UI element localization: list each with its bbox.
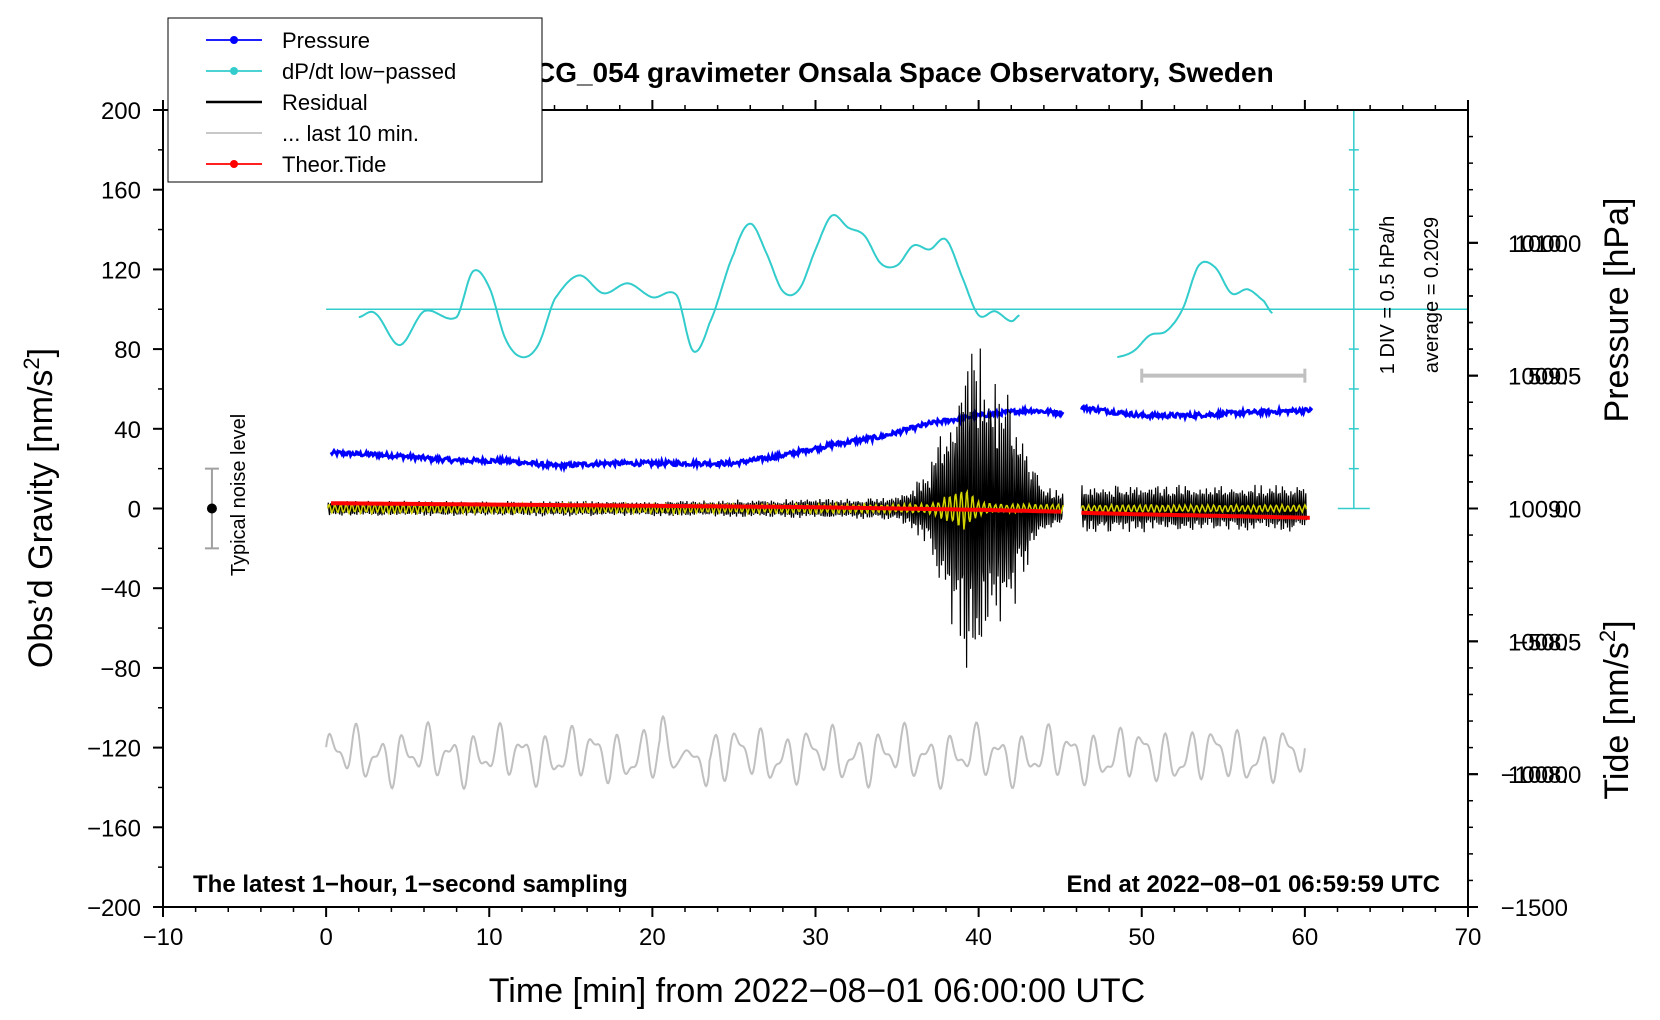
- y-tick-label: 0: [128, 497, 141, 524]
- tide-line-segment-2: [1081, 510, 1310, 520]
- y-tick-label: 200: [101, 98, 141, 125]
- legend-box: [167, 17, 543, 183]
- x-tick-label: 50: [1128, 924, 1155, 951]
- x-tick-label: 70: [1455, 924, 1482, 951]
- y-tick-label: −40: [100, 576, 141, 603]
- y-axis-label-pressure: Pressure [hPa]: [1598, 198, 1636, 423]
- legend-items: Pressure dP/dt low−passed Residual ... last…: [206, 28, 456, 177]
- residual-lowpass-line: [327, 488, 1065, 530]
- legend-swatch-marker: [230, 36, 238, 44]
- noise-level-point: [206, 503, 217, 514]
- pressure-tick-label: 1009.0: [1508, 497, 1581, 524]
- y-axis-label-left: Obs’d Gravity [nm/s2]: [19, 348, 60, 668]
- x-tick-label: 20: [639, 924, 666, 951]
- y-tick-label: −200: [87, 895, 141, 922]
- dpdt-scale-average-label: average = 0.2029: [1421, 217, 1443, 373]
- x-axis-label: Time [min] from 2022−08−01 06:00:00 UTC: [489, 972, 1145, 1010]
- y-tick-label: −160: [87, 815, 141, 842]
- y-tick-label: 120: [101, 257, 141, 284]
- legend-label: Theor.Tide: [282, 152, 386, 177]
- annotation-sampling: The latest 1−hour, 1−second sampling: [193, 871, 628, 898]
- legend-label: dP/dt low−passed: [282, 59, 456, 84]
- last-10-min-line: [325, 714, 1306, 791]
- tide-tick-label: 500: [1528, 364, 1568, 391]
- y-tick-label: −80: [100, 656, 141, 683]
- legend-label: Residual: [282, 90, 368, 115]
- legend-label: ... last 10 min.: [282, 121, 419, 146]
- dpdt-scale-div-label: 1 DIV = 0.5 hPa/h: [1377, 216, 1399, 374]
- pressure-tick-label: 1008.5: [1508, 629, 1581, 656]
- noise-level-marker: [204, 467, 219, 550]
- pressure-line-segment-2: [1080, 403, 1314, 423]
- tide-axis-ticks: 1000 500 0 −500 −1000 −1500: [1468, 231, 1568, 922]
- legend-label: Pressure: [282, 28, 370, 53]
- tide-tick-label: 1000: [1515, 231, 1568, 258]
- pressure-line-segment-1: [329, 403, 1065, 474]
- pressure-tick-label: 1010.0: [1508, 231, 1581, 258]
- tide-label-superscript: 2: [1595, 630, 1620, 642]
- tide-line-segment-1: [330, 501, 1062, 514]
- legend-swatch-marker: [230, 160, 238, 168]
- pressure-tick-label: 1009.5: [1508, 364, 1581, 391]
- dpdt-line-segment-1: [358, 213, 1020, 359]
- x-tick-label: 30: [802, 924, 829, 951]
- tide-tick-label: −1500: [1501, 895, 1568, 922]
- tide-tick-label: −1000: [1501, 762, 1568, 789]
- tide-tick-label: 0: [1555, 497, 1568, 524]
- x-tick-label: 60: [1292, 924, 1319, 951]
- residual-line-segment-2: [1080, 484, 1307, 533]
- noise-level-label: Typical noise level: [228, 414, 250, 576]
- y-axis-label-tide: Tide [nm/s2]: [1595, 620, 1636, 799]
- dpdt-line-segment-2: [1117, 260, 1273, 359]
- x-tick-label: −10: [143, 924, 184, 951]
- x-tick-label: 0: [319, 924, 332, 951]
- residual-lowpass-line-2: [1080, 502, 1308, 515]
- x-tick-label: 40: [965, 924, 992, 951]
- legend: Pressure dP/dt low−passed Residual ... last…: [167, 17, 543, 183]
- y-tick-label: −120: [87, 736, 141, 763]
- series-layer: [325, 213, 1314, 791]
- pressure-tick-label: 1008.0: [1508, 762, 1581, 789]
- x-tick-label: 10: [476, 924, 503, 951]
- y-axis-ticks: 200 160 120 80 40 0 −40 −80 −120 −160 −200: [87, 98, 163, 922]
- annotation-end-time: End at 2022−08−01 06:59:59 UTC: [1066, 871, 1440, 898]
- plot-frame: [162, 109, 1469, 908]
- legend-swatch-marker: [230, 67, 238, 75]
- y-tick-label: 160: [101, 178, 141, 205]
- y-tick-label: 80: [114, 337, 141, 364]
- y-tick-label: 40: [114, 417, 141, 444]
- tide-tick-label: −500: [1514, 629, 1568, 656]
- y-axis-label-superscript: 2: [19, 357, 44, 369]
- x-axis-ticks: −10 0 10 20 30 40 50 60 70: [143, 100, 1482, 951]
- chart-title: SCG_054 gravimeter Onsala Space Observat…: [516, 57, 1273, 88]
